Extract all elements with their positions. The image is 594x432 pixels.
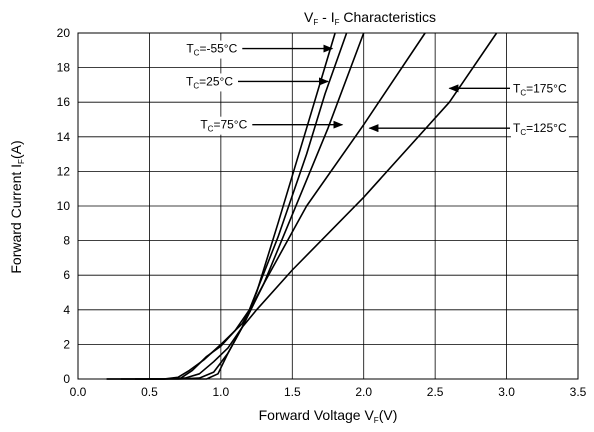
y-tick-label: 18 [57, 61, 71, 75]
x-tick-label: 3.5 [570, 385, 587, 399]
annotation-label: TC=75°C [200, 118, 247, 134]
x-axis-label: Forward Voltage VF(V) [259, 407, 398, 425]
y-tick-label: 4 [63, 303, 70, 317]
annotation-label-bg [511, 120, 569, 139]
annotation-label-bg [184, 73, 236, 92]
x-tick-label: 0.0 [70, 385, 87, 399]
plot-frame [77, 32, 579, 380]
annotation-label: TC=25°C [186, 74, 233, 90]
y-tick-label: 12 [57, 164, 71, 178]
x-tick-labels: 0.0 0.5 1.0 1.5 2.0 2.5 3.0 3.5 [70, 385, 587, 399]
annotation-label: TC=-55°C [186, 42, 237, 58]
series-lines [106, 32, 498, 380]
y-axis-label: Forward Current IF(A) [8, 140, 26, 273]
annotation-label: TC=175°C [513, 81, 567, 97]
annotations: TC=-55°C TC=25°C TC=75°C TC=125°C TC=175°C [184, 40, 569, 139]
y-tick-label: 10 [57, 199, 71, 213]
x-tick-label: 1.0 [213, 385, 230, 399]
y-tick-labels: 0 2 4 6 8 10 12 14 16 18 20 [57, 26, 71, 386]
x-tick-label: 1.5 [284, 385, 301, 399]
series-line [149, 32, 498, 380]
series-line [120, 32, 365, 380]
y-tick-label: 8 [63, 234, 70, 248]
annotation-label: TC=125°C [513, 121, 567, 137]
y-tick-label: 16 [57, 95, 71, 109]
x-tick-label: 3.0 [498, 385, 515, 399]
x-tick-label: 0.5 [141, 385, 158, 399]
y-tick-label: 2 [63, 337, 70, 351]
y-tick-label: 20 [57, 26, 71, 40]
y-tick-label: 6 [63, 268, 70, 282]
annotation-label-bg [511, 80, 569, 99]
chart-title: VF - IF Characteristics [304, 9, 436, 27]
y-tick-label: 0 [63, 372, 70, 386]
y-tick-label: 14 [57, 130, 71, 144]
annotation-label-bg [198, 116, 250, 135]
grid [77, 32, 579, 380]
x-tick-label: 2.5 [427, 385, 444, 399]
x-tick-label: 2.0 [355, 385, 372, 399]
annotation-label-bg [184, 40, 240, 59]
